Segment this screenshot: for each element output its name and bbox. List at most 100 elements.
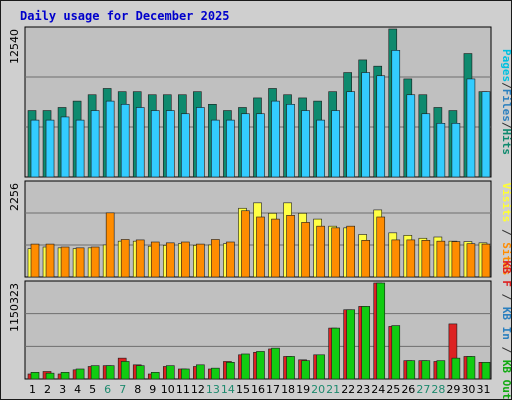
bar-pages-day-25 [391, 50, 401, 178]
bar-kb-out-day-17 [271, 347, 280, 380]
legend-item: Visits [500, 183, 511, 223]
bar-sites-day-1 [30, 243, 40, 278]
bar-pages-day-5 [90, 110, 100, 178]
bar-sites-day-28 [436, 240, 446, 278]
legend-item: Sites [500, 242, 511, 275]
bar-sites-day-25 [391, 239, 401, 278]
bar-kb-out-day-30 [466, 356, 476, 380]
bar-pages-day-12 [196, 107, 205, 178]
bar-kb-out-day-28 [436, 360, 446, 380]
bar-pages-day-26 [406, 94, 416, 178]
bar-kb-out-day-21 [331, 327, 340, 380]
bar-pages-day-3 [60, 116, 70, 178]
x-tick-day-18: 18 [281, 383, 295, 396]
x-tick-day-6: 6 [104, 383, 111, 396]
bar-pages-day-27 [421, 113, 431, 178]
x-tick-day-9: 9 [149, 383, 156, 396]
bar-sites-day-20 [316, 225, 325, 278]
bar-sites-day-3 [60, 246, 70, 278]
bar-pages-day-9 [150, 110, 160, 178]
bar-pages-day-14 [226, 119, 235, 178]
x-tick-day-12: 12 [191, 383, 205, 396]
bar-kb-out-day-12 [196, 364, 205, 380]
bar-sites-day-7 [120, 239, 130, 278]
bar-sites-day-4 [75, 247, 85, 278]
legend-item: / [500, 122, 511, 129]
x-tick-day-23: 23 [356, 383, 370, 396]
y-max-label: 2256 [8, 183, 21, 211]
x-tick-day-8: 8 [134, 383, 141, 396]
bar-kb-out-day-7 [120, 361, 130, 380]
bar-kb-out-day-22 [346, 309, 355, 380]
bar-pages-day-20 [316, 119, 325, 178]
bar-sites-day-8 [135, 239, 145, 278]
x-tick-day-22: 22 [341, 383, 355, 396]
bar-sites-day-10 [165, 242, 175, 278]
bar-sites-day-23 [361, 240, 371, 278]
bar-kb-out-day-9 [150, 372, 160, 380]
bar-sites-day-5 [90, 246, 100, 278]
x-tick-day-3: 3 [59, 383, 66, 396]
bar-kb-out-day-1 [30, 372, 40, 380]
bar-kb-out-day-26 [406, 360, 416, 380]
bar-sites-day-19 [301, 222, 310, 278]
bar-sites-day-2 [45, 243, 55, 278]
bar-kb-out-day-10 [165, 365, 175, 380]
bar-sites-day-14 [226, 241, 235, 278]
bar-kb-out-day-8 [135, 365, 145, 380]
legend-item: KB Out [500, 360, 511, 399]
legend-item: / [500, 340, 511, 360]
legend-item: Files [500, 89, 511, 122]
bar-sites-day-30 [466, 243, 476, 278]
bar-pages-day-1 [30, 119, 40, 178]
bar-sites-day-11 [181, 241, 190, 278]
x-tick-day-19: 19 [296, 383, 310, 396]
bar-pages-day-21 [331, 110, 340, 178]
bar-sites-day-9 [150, 241, 160, 278]
x-tick-day-1: 1 [29, 383, 36, 396]
legend-panel-2: Visits / Sites [500, 183, 511, 276]
panel-2: 2256 Visits / Sites [8, 180, 511, 278]
bar-pages-day-24 [376, 75, 386, 178]
x-tick-day-20: 20 [311, 383, 325, 396]
bar-sites-day-13 [211, 239, 220, 278]
x-tick-day-30: 30 [461, 383, 475, 396]
legend-panel-1: Pages/Files/Hits [500, 49, 511, 155]
bar-kb-out-day-6 [105, 365, 115, 380]
bar-kb-out-day-20 [316, 354, 325, 380]
bar-pages-day-15 [241, 113, 250, 178]
bar-sites-day-22 [346, 225, 355, 278]
legend-item: Hits [500, 129, 511, 156]
bar-kb-out-day-31 [481, 362, 491, 380]
legend-item: KB F [500, 260, 511, 287]
bar-pages-day-4 [75, 119, 85, 178]
bar-pages-day-22 [346, 91, 355, 178]
legend-item: / [500, 82, 511, 89]
bar-pages-day-18 [286, 103, 295, 178]
legend-item: Pages [500, 49, 511, 82]
y-max-label: 12540 [8, 29, 21, 64]
bar-pages-day-13 [211, 119, 220, 178]
bar-kb-out-day-11 [181, 368, 190, 380]
bar-sites-day-16 [256, 216, 265, 278]
bar-pages-day-8 [135, 107, 145, 178]
x-tick-day-13: 13 [206, 383, 220, 396]
chart-title: Daily usage for December 2025 [20, 9, 230, 23]
bar-kb-out-day-25 [391, 325, 401, 380]
bar-sites-day-26 [406, 239, 416, 278]
x-tick-day-4: 4 [74, 383, 81, 396]
panel-3: 1150323 KB F / KB In / KB Out [8, 260, 511, 399]
bar-kb-out-day-2 [45, 372, 55, 380]
bar-pages-day-6 [105, 100, 115, 178]
bar-sites-day-27 [421, 240, 431, 278]
x-tick-day-16: 16 [251, 383, 265, 396]
bar-kb-out-day-13 [211, 367, 220, 380]
bar-kb-out-day-19 [301, 360, 310, 380]
bar-pages-day-16 [256, 113, 265, 178]
bar-kb-out-day-4 [75, 368, 85, 380]
x-tick-day-29: 29 [446, 383, 460, 396]
x-tick-day-2: 2 [44, 383, 51, 396]
